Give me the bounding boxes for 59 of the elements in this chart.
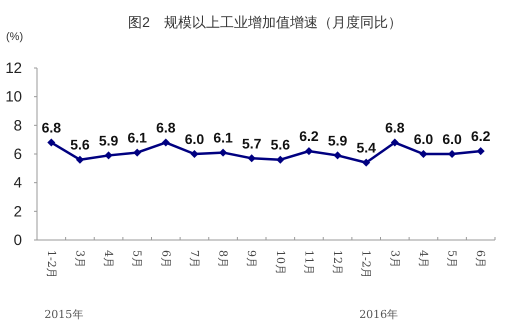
x-tick-label: 11月: [302, 250, 316, 275]
data-label: 6.8: [156, 120, 176, 136]
point: [47, 138, 56, 147]
y-tick-label: 10: [5, 88, 22, 106]
y-tick-label: 0: [14, 232, 22, 249]
y-tick-label: 4: [14, 174, 22, 192]
y-tick-label: 6: [14, 146, 22, 163]
point: [304, 147, 313, 156]
x-tick-label: 3月: [73, 250, 86, 268]
text: 2015年: [44, 308, 84, 321]
point: [419, 150, 428, 158]
x-tick-label: 8月: [216, 250, 230, 268]
y-tick-label: 12: [5, 60, 22, 77]
chart-title: 图2 规模以上工业增加值增速（月度同比）: [128, 14, 402, 30]
data-label: 6.8: [385, 120, 405, 136]
x-tick-label: 5月: [130, 250, 144, 268]
point: [219, 148, 228, 157]
point: [104, 151, 113, 160]
data-label: 6.1: [127, 130, 148, 146]
point: [276, 156, 284, 164]
x-tick-label: 10月: [274, 250, 287, 275]
data-label: 5.6: [70, 136, 90, 153]
x-tick-label: 6月: [159, 250, 172, 268]
y-tick-label: 2: [14, 203, 22, 220]
data-label: 6.0: [414, 131, 434, 147]
y-tick-label: 8: [14, 117, 22, 134]
data-label: 6.1: [213, 130, 234, 146]
point: [476, 147, 485, 156]
y-axis-title: (%): [6, 31, 24, 43]
point: [390, 138, 399, 147]
point: [162, 138, 170, 147]
x-tick-label: 3月: [388, 250, 402, 268]
point: [362, 158, 370, 167]
data-label: 5.4: [356, 140, 376, 156]
point: [76, 156, 84, 164]
x-tick-label: 1-2月: [360, 250, 373, 279]
x-tick-label: 7月: [188, 250, 201, 268]
point: [248, 154, 256, 162]
data-label: 5.9: [98, 132, 119, 148]
point: [448, 150, 456, 158]
text: 2016年: [359, 308, 398, 321]
data-label: 5.9: [328, 132, 348, 148]
point: [334, 151, 342, 160]
point: [133, 148, 142, 157]
x-tick-label: 4月: [102, 250, 116, 268]
data-label: 6.2: [299, 128, 319, 144]
point: [190, 150, 198, 158]
data-label: 6.0: [442, 131, 462, 147]
data-label: 6.2: [470, 128, 491, 144]
x-tick-label: 5月: [446, 250, 459, 268]
data-label: 6.8: [42, 120, 62, 136]
x-tick-label: 4月: [416, 250, 430, 268]
x-tick-label: 6月: [474, 250, 488, 268]
data-label: 5.6: [270, 136, 290, 153]
x-tick-label: 9月: [245, 250, 258, 268]
data-label: 5.7: [242, 135, 262, 152]
data-label: 6.0: [184, 131, 204, 147]
x-tick-label: 12月: [331, 250, 344, 275]
x-tick-label: 1-2月: [44, 250, 58, 279]
